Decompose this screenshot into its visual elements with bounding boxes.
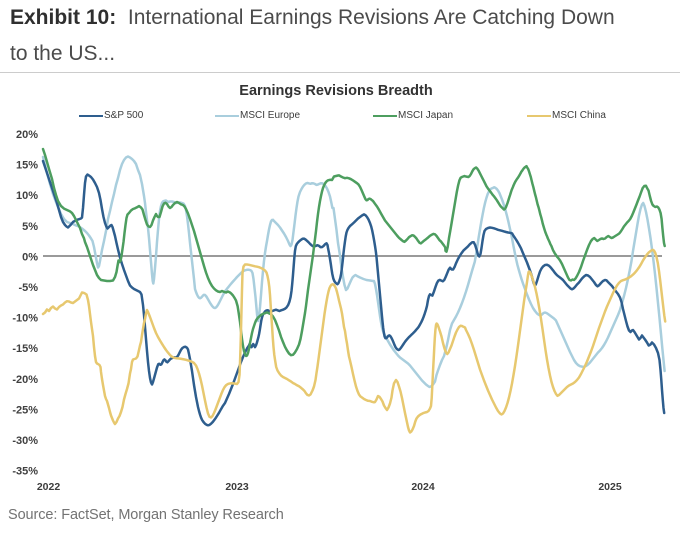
svg-text:20%: 20% xyxy=(16,129,38,141)
svg-text:10%: 10% xyxy=(16,190,38,202)
svg-text:-20%: -20% xyxy=(12,374,38,386)
svg-text:-15%: -15% xyxy=(12,343,38,355)
svg-text:-35%: -35% xyxy=(12,466,38,478)
svg-text:2025: 2025 xyxy=(598,481,622,493)
svg-text:2022: 2022 xyxy=(37,481,61,493)
svg-text:-5%: -5% xyxy=(18,282,38,294)
svg-text:-30%: -30% xyxy=(12,435,38,447)
svg-text:2024: 2024 xyxy=(411,481,435,493)
svg-text:-10%: -10% xyxy=(12,313,38,325)
svg-text:0%: 0% xyxy=(22,251,38,263)
svg-text:15%: 15% xyxy=(16,160,38,172)
svg-text:-25%: -25% xyxy=(12,404,38,416)
svg-text:5%: 5% xyxy=(22,221,38,233)
svg-text:2023: 2023 xyxy=(225,481,249,493)
